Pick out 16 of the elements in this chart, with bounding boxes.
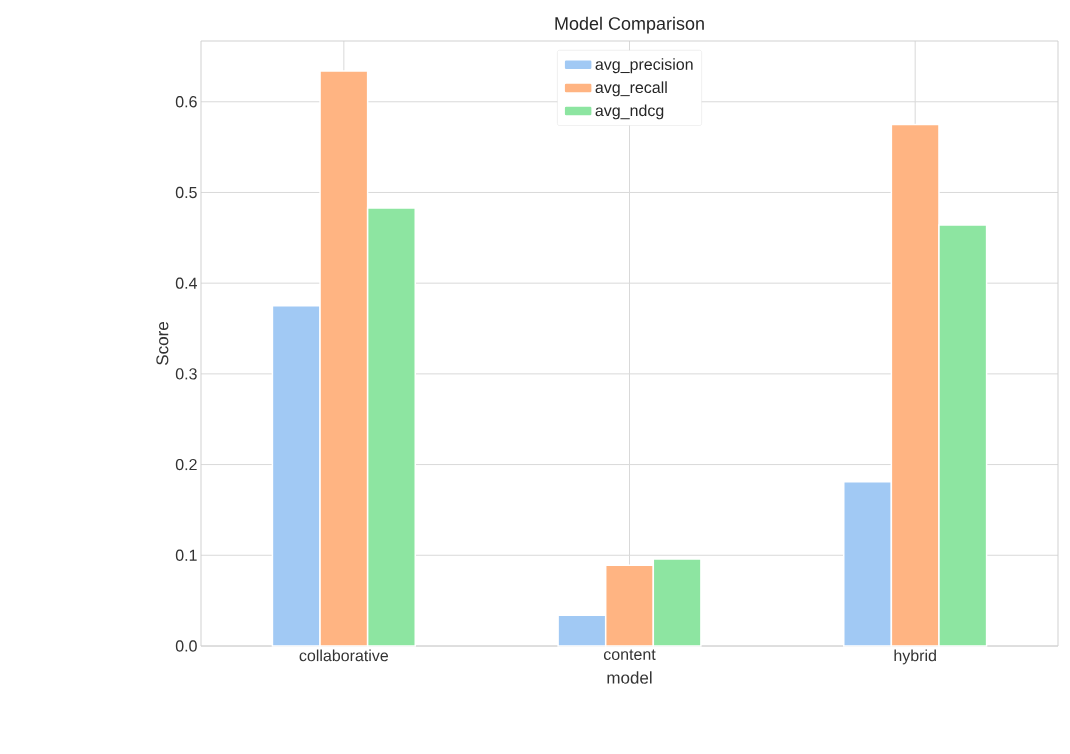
y-tick-label: 0.6 <box>175 96 197 108</box>
legend-label: avg_ndcg <box>595 104 664 120</box>
x-tick-label: hybrid <box>894 649 936 665</box>
y-tick-label: 0.5 <box>175 186 197 199</box>
x-tick-label: content <box>603 649 656 661</box>
y-tick-label: 0.4 <box>175 277 197 289</box>
legend-label: avg_recall <box>595 81 667 97</box>
legend-label: avg_precision <box>595 58 693 74</box>
x-tick-label: collaborative <box>299 649 389 662</box>
y-tick-label: 0.3 <box>175 368 197 380</box>
y-tick-label: 0.2 <box>175 458 197 471</box>
y-tick-label: 0.1 <box>175 549 197 561</box>
x-axis-title: model <box>607 671 652 684</box>
chart-title: Model Comparison <box>555 16 704 34</box>
y-axis-title: Score <box>156 322 169 365</box>
y-tick-label: 0.0 <box>175 640 197 652</box>
